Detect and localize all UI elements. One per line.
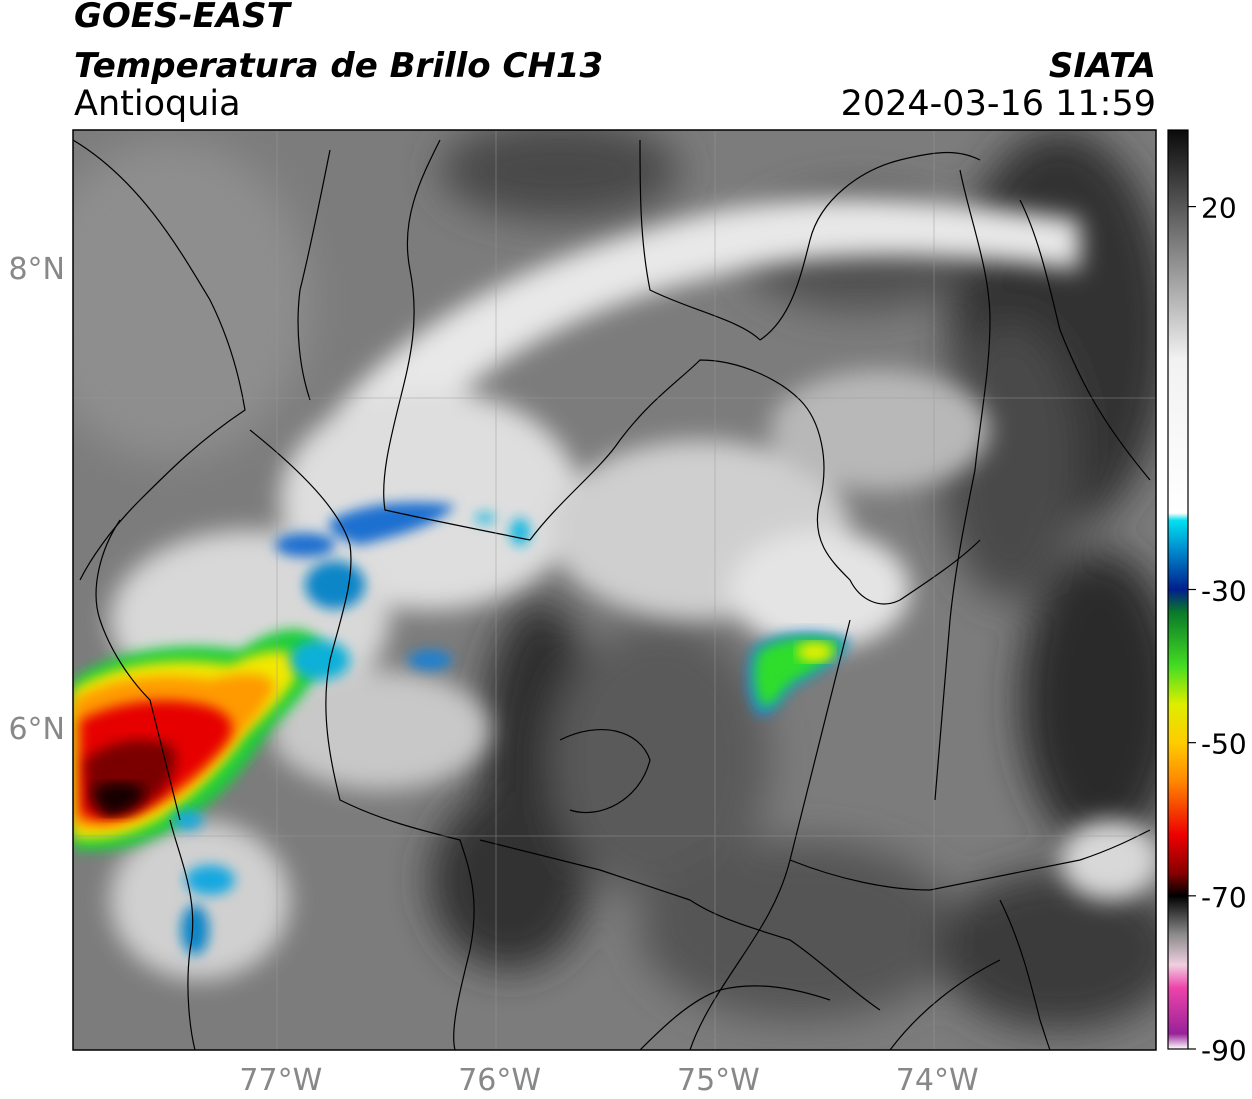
lon-tick-label: 76°W [458, 1063, 541, 1098]
graticule [73, 130, 1156, 1050]
colorbar-tick-label: -50 [1201, 728, 1247, 761]
latitude-axis: 8°N 6°N [8, 252, 65, 747]
satellite-title: GOES-EAST [74, 0, 290, 36]
colorbar-ticks: 20 -30 -50 -70 -90 [1188, 192, 1247, 1067]
colorbar-tick-label: -70 [1201, 881, 1247, 914]
colorbar-scale [1168, 130, 1188, 1049]
lon-tick-label: 74°W [896, 1063, 979, 1098]
lon-tick-label: 77°W [239, 1063, 322, 1098]
product-title: Temperatura de Brillo CH13 [74, 46, 604, 86]
longitude-axis: 77°W 76°W 75°W 74°W [239, 1063, 978, 1098]
map-panel [73, 130, 1156, 1050]
lon-tick-label: 75°W [677, 1063, 760, 1098]
cold-cloud-patches [173, 502, 530, 955]
colorbar: 20 -30 -50 -70 -90 [1167, 129, 1247, 1067]
map-frame [72, 129, 1157, 1051]
lat-tick-label: 6°N [8, 712, 65, 747]
political-boundaries [73, 139, 1151, 1050]
colorbar-tick-label: 20 [1201, 192, 1237, 225]
colorbar-tick-label: -90 [1201, 1034, 1247, 1067]
region-label: Antioquia [74, 84, 241, 124]
datetime-label: 2024-03-16 11:59 [840, 84, 1156, 124]
main-convective-system [73, 629, 322, 851]
colorbar-tick-label: -30 [1201, 575, 1247, 608]
agency-label: SIATA [1048, 46, 1156, 86]
secondary-convective-cell [747, 631, 850, 716]
lat-tick-label: 8°N [8, 252, 65, 287]
